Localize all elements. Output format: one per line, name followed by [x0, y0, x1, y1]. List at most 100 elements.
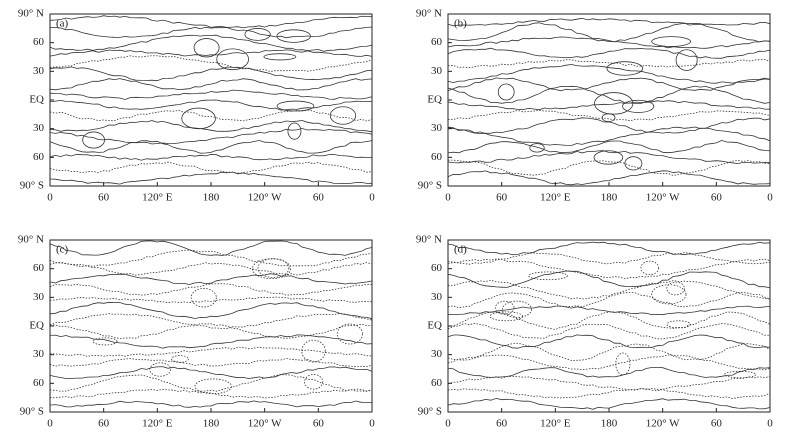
contour-cell [92, 337, 118, 346]
contour [447, 397, 771, 410]
contour-cell [257, 258, 290, 278]
y-tick-label: 90° N [18, 8, 44, 20]
contour [49, 55, 373, 72]
x-tick-label: 60 [313, 192, 325, 204]
contour [448, 305, 771, 316]
y-tick-label: EQ [29, 320, 44, 332]
x-tick-label: 120° E [142, 418, 173, 430]
contour [447, 22, 771, 43]
x-tick-label: 60 [313, 418, 325, 430]
contour [447, 64, 771, 84]
panel-label: (a) [56, 18, 69, 30]
contour [49, 261, 373, 276]
contour [447, 241, 771, 256]
y-tick-label: 90° S [418, 406, 442, 418]
contour [447, 322, 771, 340]
contour [49, 400, 372, 408]
contour [49, 296, 373, 304]
contour-cell [501, 300, 532, 318]
y-tick-label: 60 [33, 151, 45, 163]
contour [447, 139, 771, 154]
contour [447, 47, 771, 59]
contour [49, 128, 373, 145]
x-tick-label: 60 [98, 192, 110, 204]
contour [447, 150, 771, 165]
contour [447, 100, 771, 111]
contour [49, 358, 373, 368]
y-tick-label: 90° N [416, 8, 442, 20]
x-tick-label: 180 [203, 192, 220, 204]
x-tick-label: 60 [711, 418, 723, 430]
contour-cell [651, 36, 692, 47]
contour-cell [666, 281, 685, 296]
contour [49, 273, 373, 285]
x-tick-label: 180 [601, 418, 618, 430]
y-tick-label: 30 [431, 291, 443, 303]
contour-cell [194, 378, 232, 395]
panel-label: (b) [454, 18, 467, 30]
y-tick-label: 90° S [20, 406, 44, 418]
contour [49, 388, 373, 399]
contour [447, 388, 771, 400]
contour [49, 66, 373, 82]
contour [447, 36, 771, 49]
contour [49, 99, 373, 111]
contour-cell [263, 53, 297, 61]
contour-cell [615, 352, 631, 376]
contour [49, 334, 373, 349]
x-tick-label: 0 [47, 418, 53, 430]
contour [447, 258, 771, 280]
contour [49, 161, 373, 174]
y-tick-label: EQ [427, 94, 442, 106]
contour [447, 159, 771, 176]
x-tick-label: 0 [767, 192, 773, 204]
contour [447, 375, 771, 391]
x-tick-label: 120° E [142, 192, 173, 204]
contour [448, 109, 771, 122]
y-tick-label: 30 [33, 291, 45, 303]
contour-cell [82, 131, 105, 149]
x-tick-label: 120° E [540, 192, 571, 204]
contour [49, 120, 373, 133]
contour-cell [149, 362, 172, 377]
y-tick-label: 60 [431, 36, 443, 48]
contour-cell [171, 355, 189, 363]
contour-cell [640, 260, 660, 276]
contour-cell [593, 150, 624, 165]
contour [49, 249, 373, 268]
contour-cell [624, 156, 643, 171]
panel-label: (d) [454, 244, 467, 256]
y-tick-label: 90° N [18, 234, 44, 246]
y-tick-label: 60 [33, 36, 45, 48]
contour-cell [301, 339, 326, 363]
contour [447, 59, 771, 69]
contour [447, 279, 771, 300]
x-tick-label: 60 [496, 192, 508, 204]
contour-cell [287, 122, 302, 140]
contour-cell [276, 100, 315, 112]
contour [447, 342, 771, 361]
x-tick-label: 120° W [248, 418, 282, 430]
contour [49, 240, 373, 256]
contour-cell [594, 92, 634, 115]
contour-cell [651, 284, 687, 305]
x-tick-label: 120° W [248, 192, 282, 204]
y-tick-label: 30 [431, 122, 443, 134]
x-tick-label: 60 [711, 192, 723, 204]
y-tick-label: 90° S [418, 180, 442, 192]
y-tick-label: 30 [431, 65, 443, 77]
contour-cell [216, 48, 250, 71]
y-tick-label: EQ [427, 320, 442, 332]
contour [447, 77, 771, 92]
contour-cell [622, 99, 655, 113]
contour-cell [304, 374, 324, 390]
contour [49, 140, 373, 154]
contour-cell [244, 28, 271, 41]
y-tick-label: 60 [33, 262, 45, 274]
y-tick-label: 60 [431, 377, 443, 389]
contour [49, 49, 373, 57]
contour-cell [329, 106, 357, 125]
